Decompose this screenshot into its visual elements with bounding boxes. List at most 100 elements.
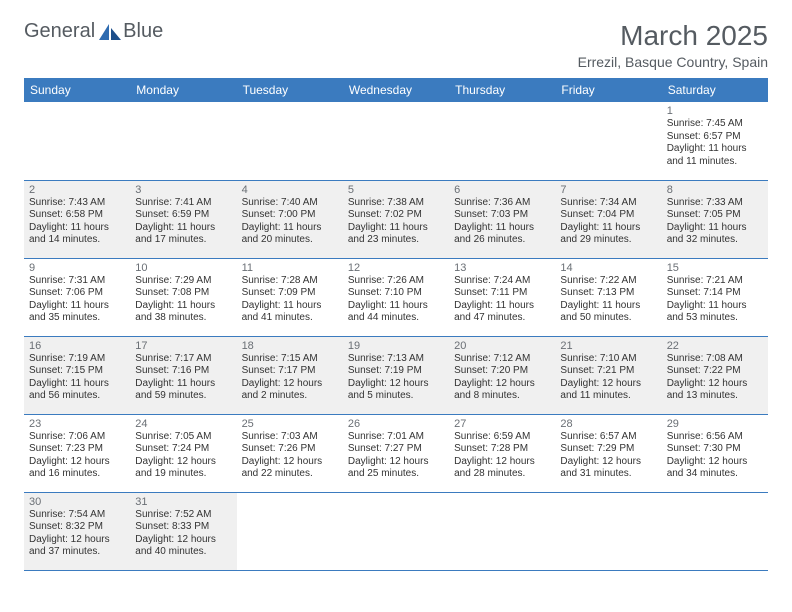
calendar-week: 1Sunrise: 7:45 AMSunset: 6:57 PMDaylight… (24, 102, 768, 180)
cell-daylight: Daylight: 12 hours and 8 minutes. (454, 378, 550, 403)
cell-sunrise: Sunrise: 7:38 AM (348, 197, 444, 210)
cell-sunset: Sunset: 6:57 PM (667, 131, 763, 144)
cell-sunrise: Sunrise: 7:17 AM (135, 353, 231, 366)
cell-sunset: Sunset: 7:27 PM (348, 443, 444, 456)
cell-sunset: Sunset: 7:09 PM (242, 287, 338, 300)
cell-daylight: Daylight: 11 hours and 17 minutes. (135, 222, 231, 247)
day-number: 17 (135, 340, 231, 352)
calendar-cell: 10Sunrise: 7:29 AMSunset: 7:08 PMDayligh… (130, 258, 236, 336)
cell-sunrise: Sunrise: 7:05 AM (135, 431, 231, 444)
day-number: 14 (560, 262, 656, 274)
cell-sunrise: Sunrise: 7:36 AM (454, 197, 550, 210)
calendar-cell-empty (662, 492, 768, 570)
cell-sunrise: Sunrise: 7:45 AM (667, 118, 763, 131)
cell-daylight: Daylight: 12 hours and 22 minutes. (242, 456, 338, 481)
cell-sunset: Sunset: 7:24 PM (135, 443, 231, 456)
cell-sunset: Sunset: 7:13 PM (560, 287, 656, 300)
day-number: 3 (135, 184, 231, 196)
calendar-cell-empty (130, 102, 236, 180)
day-number: 21 (560, 340, 656, 352)
cell-sunset: Sunset: 7:04 PM (560, 209, 656, 222)
day-number: 6 (454, 184, 550, 196)
day-header: Wednesday (343, 78, 449, 102)
day-number: 19 (348, 340, 444, 352)
cell-daylight: Daylight: 11 hours and 11 minutes. (667, 143, 763, 168)
page-header: General Blue March 2025 Errezil, Basque … (24, 20, 768, 70)
cell-sunrise: Sunrise: 7:12 AM (454, 353, 550, 366)
day-header: Thursday (449, 78, 555, 102)
calendar-cell-empty (24, 102, 130, 180)
cell-sunrise: Sunrise: 7:40 AM (242, 197, 338, 210)
calendar-week: 2Sunrise: 7:43 AMSunset: 6:58 PMDaylight… (24, 180, 768, 258)
cell-daylight: Daylight: 12 hours and 16 minutes. (29, 456, 125, 481)
cell-daylight: Daylight: 11 hours and 20 minutes. (242, 222, 338, 247)
cell-daylight: Daylight: 11 hours and 35 minutes. (29, 300, 125, 325)
calendar-cell: 15Sunrise: 7:21 AMSunset: 7:14 PMDayligh… (662, 258, 768, 336)
cell-sunset: Sunset: 7:29 PM (560, 443, 656, 456)
day-number: 15 (667, 262, 763, 274)
cell-daylight: Daylight: 12 hours and 28 minutes. (454, 456, 550, 481)
cell-sunset: Sunset: 7:16 PM (135, 365, 231, 378)
logo-sail-icon (97, 22, 125, 42)
day-number: 22 (667, 340, 763, 352)
cell-daylight: Daylight: 11 hours and 47 minutes. (454, 300, 550, 325)
calendar-cell: 22Sunrise: 7:08 AMSunset: 7:22 PMDayligh… (662, 336, 768, 414)
calendar-cell: 23Sunrise: 7:06 AMSunset: 7:23 PMDayligh… (24, 414, 130, 492)
cell-sunrise: Sunrise: 7:13 AM (348, 353, 444, 366)
cell-sunrise: Sunrise: 7:28 AM (242, 275, 338, 288)
day-header: Sunday (24, 78, 130, 102)
calendar-cell: 6Sunrise: 7:36 AMSunset: 7:03 PMDaylight… (449, 180, 555, 258)
cell-sunset: Sunset: 7:17 PM (242, 365, 338, 378)
cell-sunrise: Sunrise: 7:19 AM (29, 353, 125, 366)
calendar-table: SundayMondayTuesdayWednesdayThursdayFrid… (24, 78, 768, 571)
cell-sunrise: Sunrise: 6:57 AM (560, 431, 656, 444)
calendar-cell: 4Sunrise: 7:40 AMSunset: 7:00 PMDaylight… (237, 180, 343, 258)
calendar-cell: 20Sunrise: 7:12 AMSunset: 7:20 PMDayligh… (449, 336, 555, 414)
calendar-week: 23Sunrise: 7:06 AMSunset: 7:23 PMDayligh… (24, 414, 768, 492)
cell-sunset: Sunset: 7:08 PM (135, 287, 231, 300)
brand-logo: General Blue (24, 20, 163, 43)
cell-sunset: Sunset: 7:28 PM (454, 443, 550, 456)
cell-sunset: Sunset: 7:06 PM (29, 287, 125, 300)
day-number: 1 (667, 105, 763, 117)
calendar-cell: 3Sunrise: 7:41 AMSunset: 6:59 PMDaylight… (130, 180, 236, 258)
calendar-cell: 9Sunrise: 7:31 AMSunset: 7:06 PMDaylight… (24, 258, 130, 336)
cell-sunrise: Sunrise: 7:01 AM (348, 431, 444, 444)
calendar-cell: 24Sunrise: 7:05 AMSunset: 7:24 PMDayligh… (130, 414, 236, 492)
calendar-week: 16Sunrise: 7:19 AMSunset: 7:15 PMDayligh… (24, 336, 768, 414)
day-number: 11 (242, 262, 338, 274)
cell-daylight: Daylight: 12 hours and 25 minutes. (348, 456, 444, 481)
cell-daylight: Daylight: 11 hours and 41 minutes. (242, 300, 338, 325)
cell-sunrise: Sunrise: 7:52 AM (135, 509, 231, 522)
day-number: 28 (560, 418, 656, 430)
calendar-cell: 31Sunrise: 7:52 AMSunset: 8:33 PMDayligh… (130, 492, 236, 570)
cell-sunset: Sunset: 7:22 PM (667, 365, 763, 378)
calendar-cell: 17Sunrise: 7:17 AMSunset: 7:16 PMDayligh… (130, 336, 236, 414)
calendar-cell: 19Sunrise: 7:13 AMSunset: 7:19 PMDayligh… (343, 336, 449, 414)
brand-name-1: General (24, 20, 95, 43)
cell-sunset: Sunset: 7:10 PM (348, 287, 444, 300)
cell-sunrise: Sunrise: 7:33 AM (667, 197, 763, 210)
day-number: 31 (135, 496, 231, 508)
cell-sunrise: Sunrise: 7:08 AM (667, 353, 763, 366)
calendar-cell: 26Sunrise: 7:01 AMSunset: 7:27 PMDayligh… (343, 414, 449, 492)
calendar-cell: 14Sunrise: 7:22 AMSunset: 7:13 PMDayligh… (555, 258, 661, 336)
calendar-cell: 21Sunrise: 7:10 AMSunset: 7:21 PMDayligh… (555, 336, 661, 414)
cell-sunrise: Sunrise: 7:29 AM (135, 275, 231, 288)
day-number: 30 (29, 496, 125, 508)
cell-sunrise: Sunrise: 7:06 AM (29, 431, 125, 444)
cell-sunset: Sunset: 7:05 PM (667, 209, 763, 222)
cell-sunrise: Sunrise: 7:24 AM (454, 275, 550, 288)
calendar-cell: 13Sunrise: 7:24 AMSunset: 7:11 PMDayligh… (449, 258, 555, 336)
cell-daylight: Daylight: 11 hours and 53 minutes. (667, 300, 763, 325)
day-number: 13 (454, 262, 550, 274)
cell-sunset: Sunset: 7:00 PM (242, 209, 338, 222)
day-number: 9 (29, 262, 125, 274)
day-header-row: SundayMondayTuesdayWednesdayThursdayFrid… (24, 78, 768, 102)
day-number: 24 (135, 418, 231, 430)
calendar-cell-empty (343, 492, 449, 570)
cell-sunrise: Sunrise: 6:59 AM (454, 431, 550, 444)
day-number: 23 (29, 418, 125, 430)
cell-daylight: Daylight: 11 hours and 59 minutes. (135, 378, 231, 403)
calendar-cell: 2Sunrise: 7:43 AMSunset: 6:58 PMDaylight… (24, 180, 130, 258)
